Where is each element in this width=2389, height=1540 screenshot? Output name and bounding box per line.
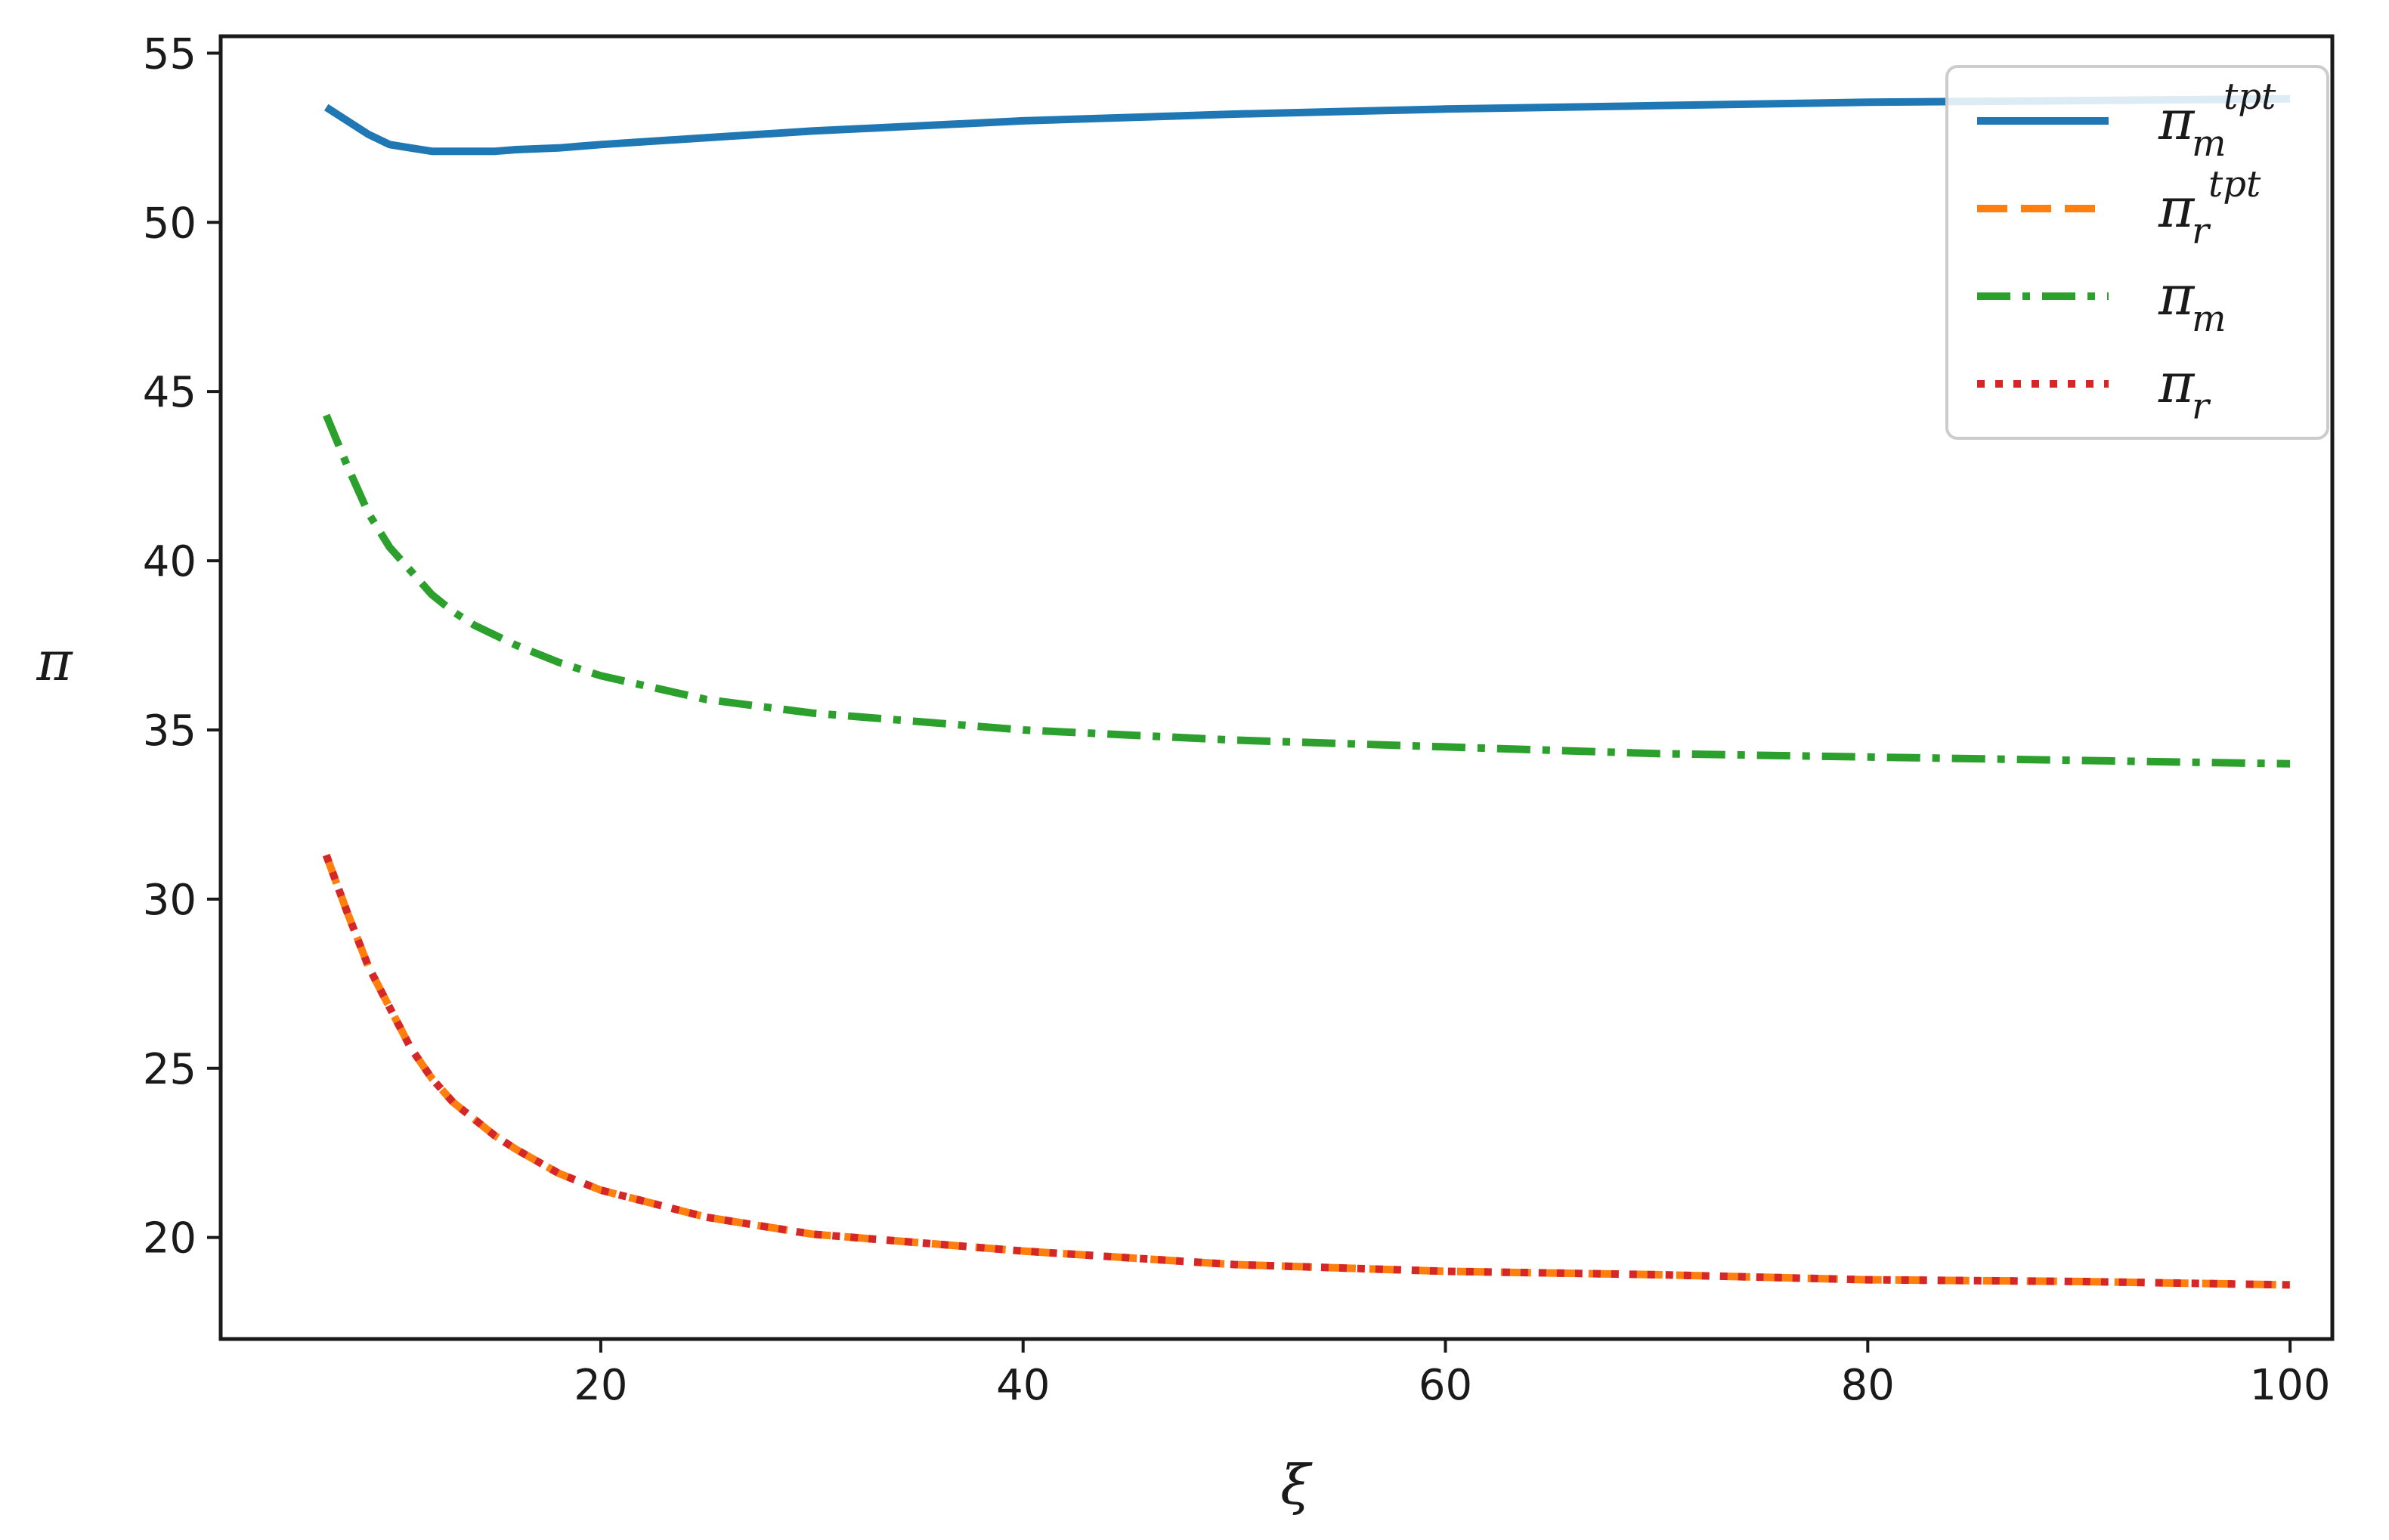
y-tick-label: 30 bbox=[143, 876, 197, 925]
y-tick-label: 20 bbox=[143, 1214, 197, 1263]
x-tick-label: 100 bbox=[2250, 1361, 2331, 1410]
series-line-1 bbox=[323, 853, 2291, 1289]
legend-subscript-2: m bbox=[2192, 298, 2227, 340]
legend-symbol-3: π bbox=[2158, 351, 2196, 415]
series-line-2 bbox=[323, 413, 2291, 768]
plot-frame bbox=[218, 34, 2335, 1341]
y-tick-label: 35 bbox=[143, 707, 197, 756]
y-tick-label: 55 bbox=[143, 29, 197, 79]
x-axis-label: ξ bbox=[1280, 1453, 1313, 1517]
x-tick-label: 20 bbox=[574, 1361, 627, 1410]
series-line-0 bbox=[324, 94, 2291, 156]
x-tick-label: 60 bbox=[1419, 1361, 1472, 1410]
y-tick-label: 40 bbox=[143, 537, 197, 586]
y-tick-label: 50 bbox=[143, 199, 197, 248]
y-tick-label: 45 bbox=[143, 368, 197, 417]
legend-frame bbox=[1945, 65, 2329, 440]
legend-subscript-3: r bbox=[2192, 385, 2211, 428]
legend-symbol-1: π bbox=[2158, 176, 2196, 240]
legend-subscript-0: m bbox=[2192, 122, 2227, 165]
legend-superscript-1: tpt bbox=[2208, 163, 2261, 206]
series-lines bbox=[323, 94, 2291, 1289]
series-line-3 bbox=[323, 853, 2291, 1289]
ticks: 20 40 60 80 100 20 25 30 35 40 45 50 55 bbox=[143, 29, 2331, 1410]
legend-superscript-0: tpt bbox=[2223, 76, 2276, 118]
y-axis-label: π bbox=[36, 629, 73, 693]
x-tick-label: 80 bbox=[1841, 1361, 1895, 1410]
x-tick-label: 40 bbox=[996, 1361, 1050, 1410]
legend-symbol-0: π bbox=[2158, 88, 2196, 152]
legend-subscript-1: r bbox=[2192, 210, 2211, 252]
legend-symbol-2: π bbox=[2158, 264, 2196, 327]
y-tick-label: 25 bbox=[143, 1045, 197, 1094]
